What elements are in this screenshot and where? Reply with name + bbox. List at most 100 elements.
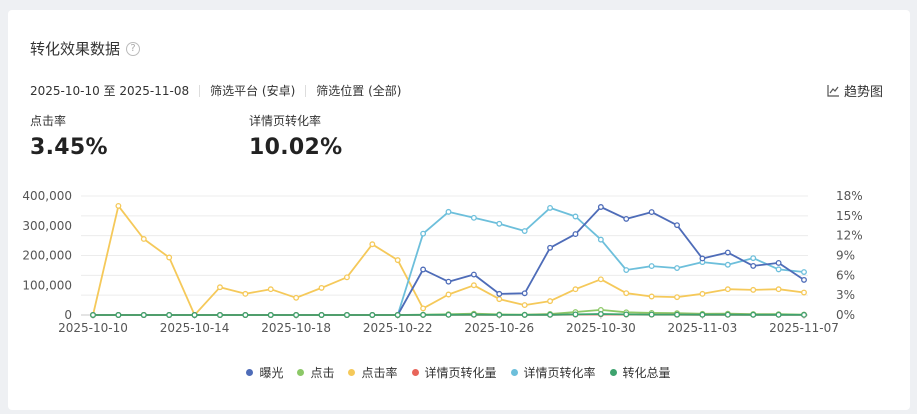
help-icon[interactable]: ? <box>126 41 141 56</box>
data-point <box>191 312 198 318</box>
data-point <box>801 269 807 275</box>
data-point <box>750 286 757 293</box>
data-point <box>724 286 731 293</box>
series-line <box>93 206 805 316</box>
series-line <box>92 204 805 316</box>
data-point <box>521 290 528 297</box>
data-point <box>597 204 604 210</box>
line-chart-icon <box>827 85 839 97</box>
data-point <box>242 312 249 318</box>
y-right-tick-label: 3% <box>836 288 855 302</box>
data-point <box>496 290 503 297</box>
data-point <box>445 208 452 215</box>
legend-item-ctr[interactable]: 点击率 <box>348 364 398 381</box>
data-point <box>521 302 528 309</box>
data-point <box>775 259 782 266</box>
data-point <box>343 312 350 318</box>
data-point <box>724 261 731 268</box>
date-range[interactable]: 2025-10-10 至 2025-11-08 <box>30 84 190 98</box>
legend-item-total-conv[interactable]: 转化总量 <box>609 364 671 381</box>
legend-dot <box>609 369 617 376</box>
data-point <box>242 290 249 297</box>
data-point <box>674 311 680 318</box>
data-point <box>293 294 300 301</box>
x-tick-label: 2025-10-14 <box>160 321 230 335</box>
data-point <box>318 284 325 291</box>
legend-item-detail-conv-rate[interactable]: 详情页转化率 <box>510 364 596 381</box>
legend-label: 曝光 <box>259 366 284 380</box>
data-point <box>420 266 427 273</box>
platform-filter[interactable]: 筛选平台 (安卓) <box>210 84 296 98</box>
data-point <box>648 311 655 318</box>
data-point <box>801 276 807 283</box>
legend-item-clicks[interactable]: 点击 <box>297 364 334 381</box>
data-point <box>547 298 554 305</box>
metric-value: 10.02% <box>249 135 343 160</box>
data-point <box>750 311 757 318</box>
data-point <box>166 254 173 261</box>
data-point <box>394 257 401 264</box>
trend-chart-button[interactable]: 趋势图 <box>827 81 883 100</box>
data-point <box>445 311 452 318</box>
data-point <box>420 305 427 312</box>
data-point <box>699 290 706 297</box>
data-point <box>674 222 680 229</box>
card-title: 转化效果数据 <box>30 40 121 58</box>
trend-chart-label: 趋势图 <box>843 85 883 100</box>
legend-label: 点击率 <box>361 366 398 380</box>
data-point <box>217 284 223 291</box>
data-point <box>140 312 147 318</box>
data-point <box>470 214 477 221</box>
data-point <box>293 312 300 318</box>
y-right-tick-label: 12% <box>836 229 863 243</box>
data-point <box>547 244 554 251</box>
data-point <box>597 276 604 283</box>
y-left-tick-label: 100,000 <box>22 278 72 292</box>
x-tick-label: 2025-10-30 <box>566 321 636 335</box>
legend-label: 转化总量 <box>622 366 671 380</box>
data-point <box>572 231 579 238</box>
data-point <box>470 271 477 278</box>
x-tick-label: 2025-10-10 <box>58 321 128 335</box>
legend-item-detail-conv-count[interactable]: 详情页转化量 <box>411 364 497 381</box>
legend-dot <box>246 369 254 376</box>
metric-label: 点击率 <box>30 114 67 128</box>
data-point <box>597 236 604 243</box>
data-point <box>775 311 782 318</box>
conversion-card: 转化效果数据 ? 2025-10-10 至 2025-11-08 筛选平台 (安… <box>8 10 910 410</box>
y-left-tick-label: 400,000 <box>22 189 72 203</box>
data-point <box>217 312 223 318</box>
position-filter[interactable]: 筛选位置 (全部) <box>316 84 402 98</box>
data-point <box>699 311 706 318</box>
data-point <box>369 241 376 248</box>
data-point <box>445 291 452 298</box>
y-right-tick-label: 9% <box>836 249 855 263</box>
metric-detail-conversion-rate: 详情页转化率 10.02% <box>249 112 342 160</box>
data-point <box>699 255 706 262</box>
data-point <box>547 311 554 318</box>
legend-dot <box>510 369 518 376</box>
data-point <box>496 220 503 227</box>
data-point <box>521 228 528 234</box>
data-point <box>115 312 122 318</box>
x-tick-label: 2025-10-18 <box>261 321 331 335</box>
data-point <box>572 286 579 293</box>
data-point <box>801 289 807 296</box>
legend-label: 详情页转化量 <box>424 366 497 380</box>
metric-value: 3.45% <box>30 135 108 160</box>
data-point <box>597 311 604 317</box>
legend-item-exposure[interactable]: 曝光 <box>246 364 283 381</box>
data-point <box>648 293 655 300</box>
data-point <box>623 267 630 273</box>
x-tick-label: 2025-10-26 <box>464 321 534 335</box>
y-right-tick-label: 18% <box>836 189 863 203</box>
legend-label: 点击 <box>310 366 335 380</box>
data-point <box>775 266 782 273</box>
data-point <box>648 263 655 270</box>
metric-label: 详情页转化率 <box>249 114 322 128</box>
data-point <box>90 312 96 318</box>
data-point <box>496 296 503 303</box>
data-point <box>648 209 655 216</box>
y-left-tick-label: 300,000 <box>22 219 72 233</box>
